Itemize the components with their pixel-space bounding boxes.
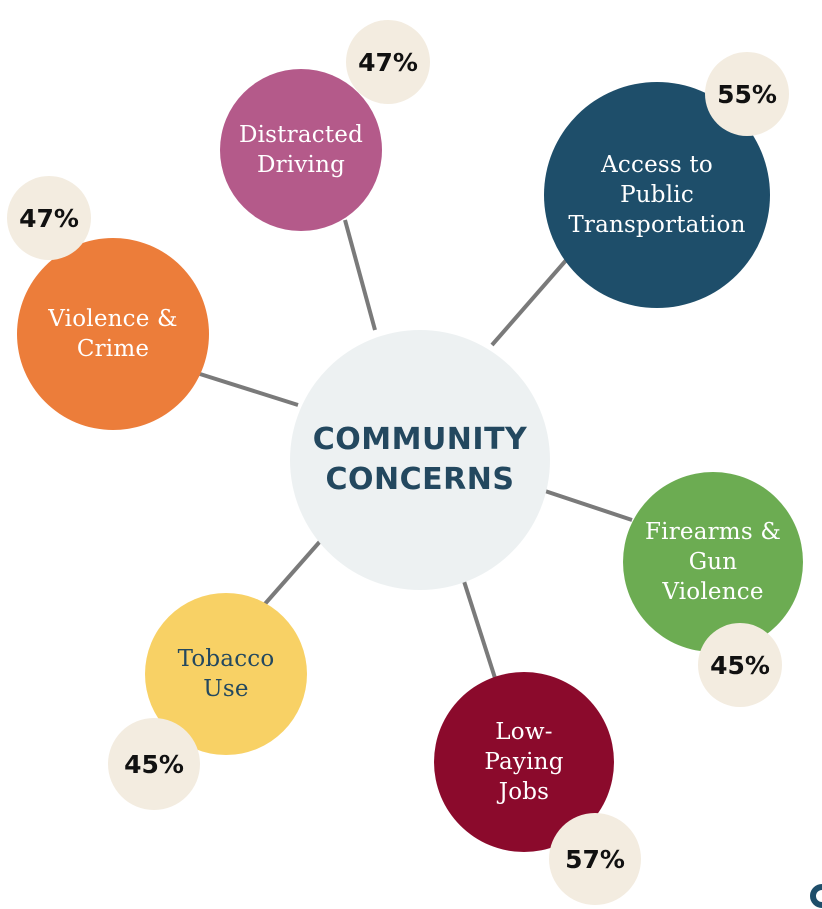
percent-badge-firearms: 45%: [698, 623, 782, 707]
node-public-transportation: Access to Public Transportation: [544, 82, 770, 308]
node-distracted-driving: Distracted Driving: [220, 69, 382, 231]
connector-low-paying-jobs: [460, 574, 497, 679]
percent-badge-tobacco: 45%: [108, 718, 200, 810]
center-circle: COMMUNITY CONCERNS: [290, 330, 550, 590]
connector-tobacco: [262, 536, 325, 607]
connector-distracted-driving: [343, 219, 377, 331]
node-label-tobacco: Tobacco Use: [177, 646, 275, 702]
node-label-low-paying-jobs: Low- Paying Jobs: [484, 719, 564, 805]
percent-badge-public-transportation: 55%: [705, 52, 789, 136]
node-firearms: Firearms & Gun Violence: [623, 472, 803, 652]
node-label-distracted-driving: Distracted Driving: [238, 122, 363, 178]
connector-violence-crime: [199, 372, 299, 407]
center-title: COMMUNITY CONCERNS: [312, 422, 528, 497]
connector-firearms: [541, 488, 633, 522]
percent-badge-low-paying-jobs: 57%: [549, 813, 641, 905]
node-label-violence-crime: Violence & Crime: [48, 306, 178, 362]
percent-badge-violence-crime: 47%: [7, 176, 91, 260]
corner-logo-fragment: [810, 884, 822, 908]
node-label-public-transportation: Access to Public Transportation: [568, 152, 746, 238]
node-violence-crime: Violence & Crime: [17, 238, 209, 430]
connector-public-transportation: [490, 256, 570, 347]
node-label-firearms: Firearms & Gun Violence: [644, 519, 782, 605]
percent-badge-distracted-driving: 47%: [346, 20, 430, 104]
